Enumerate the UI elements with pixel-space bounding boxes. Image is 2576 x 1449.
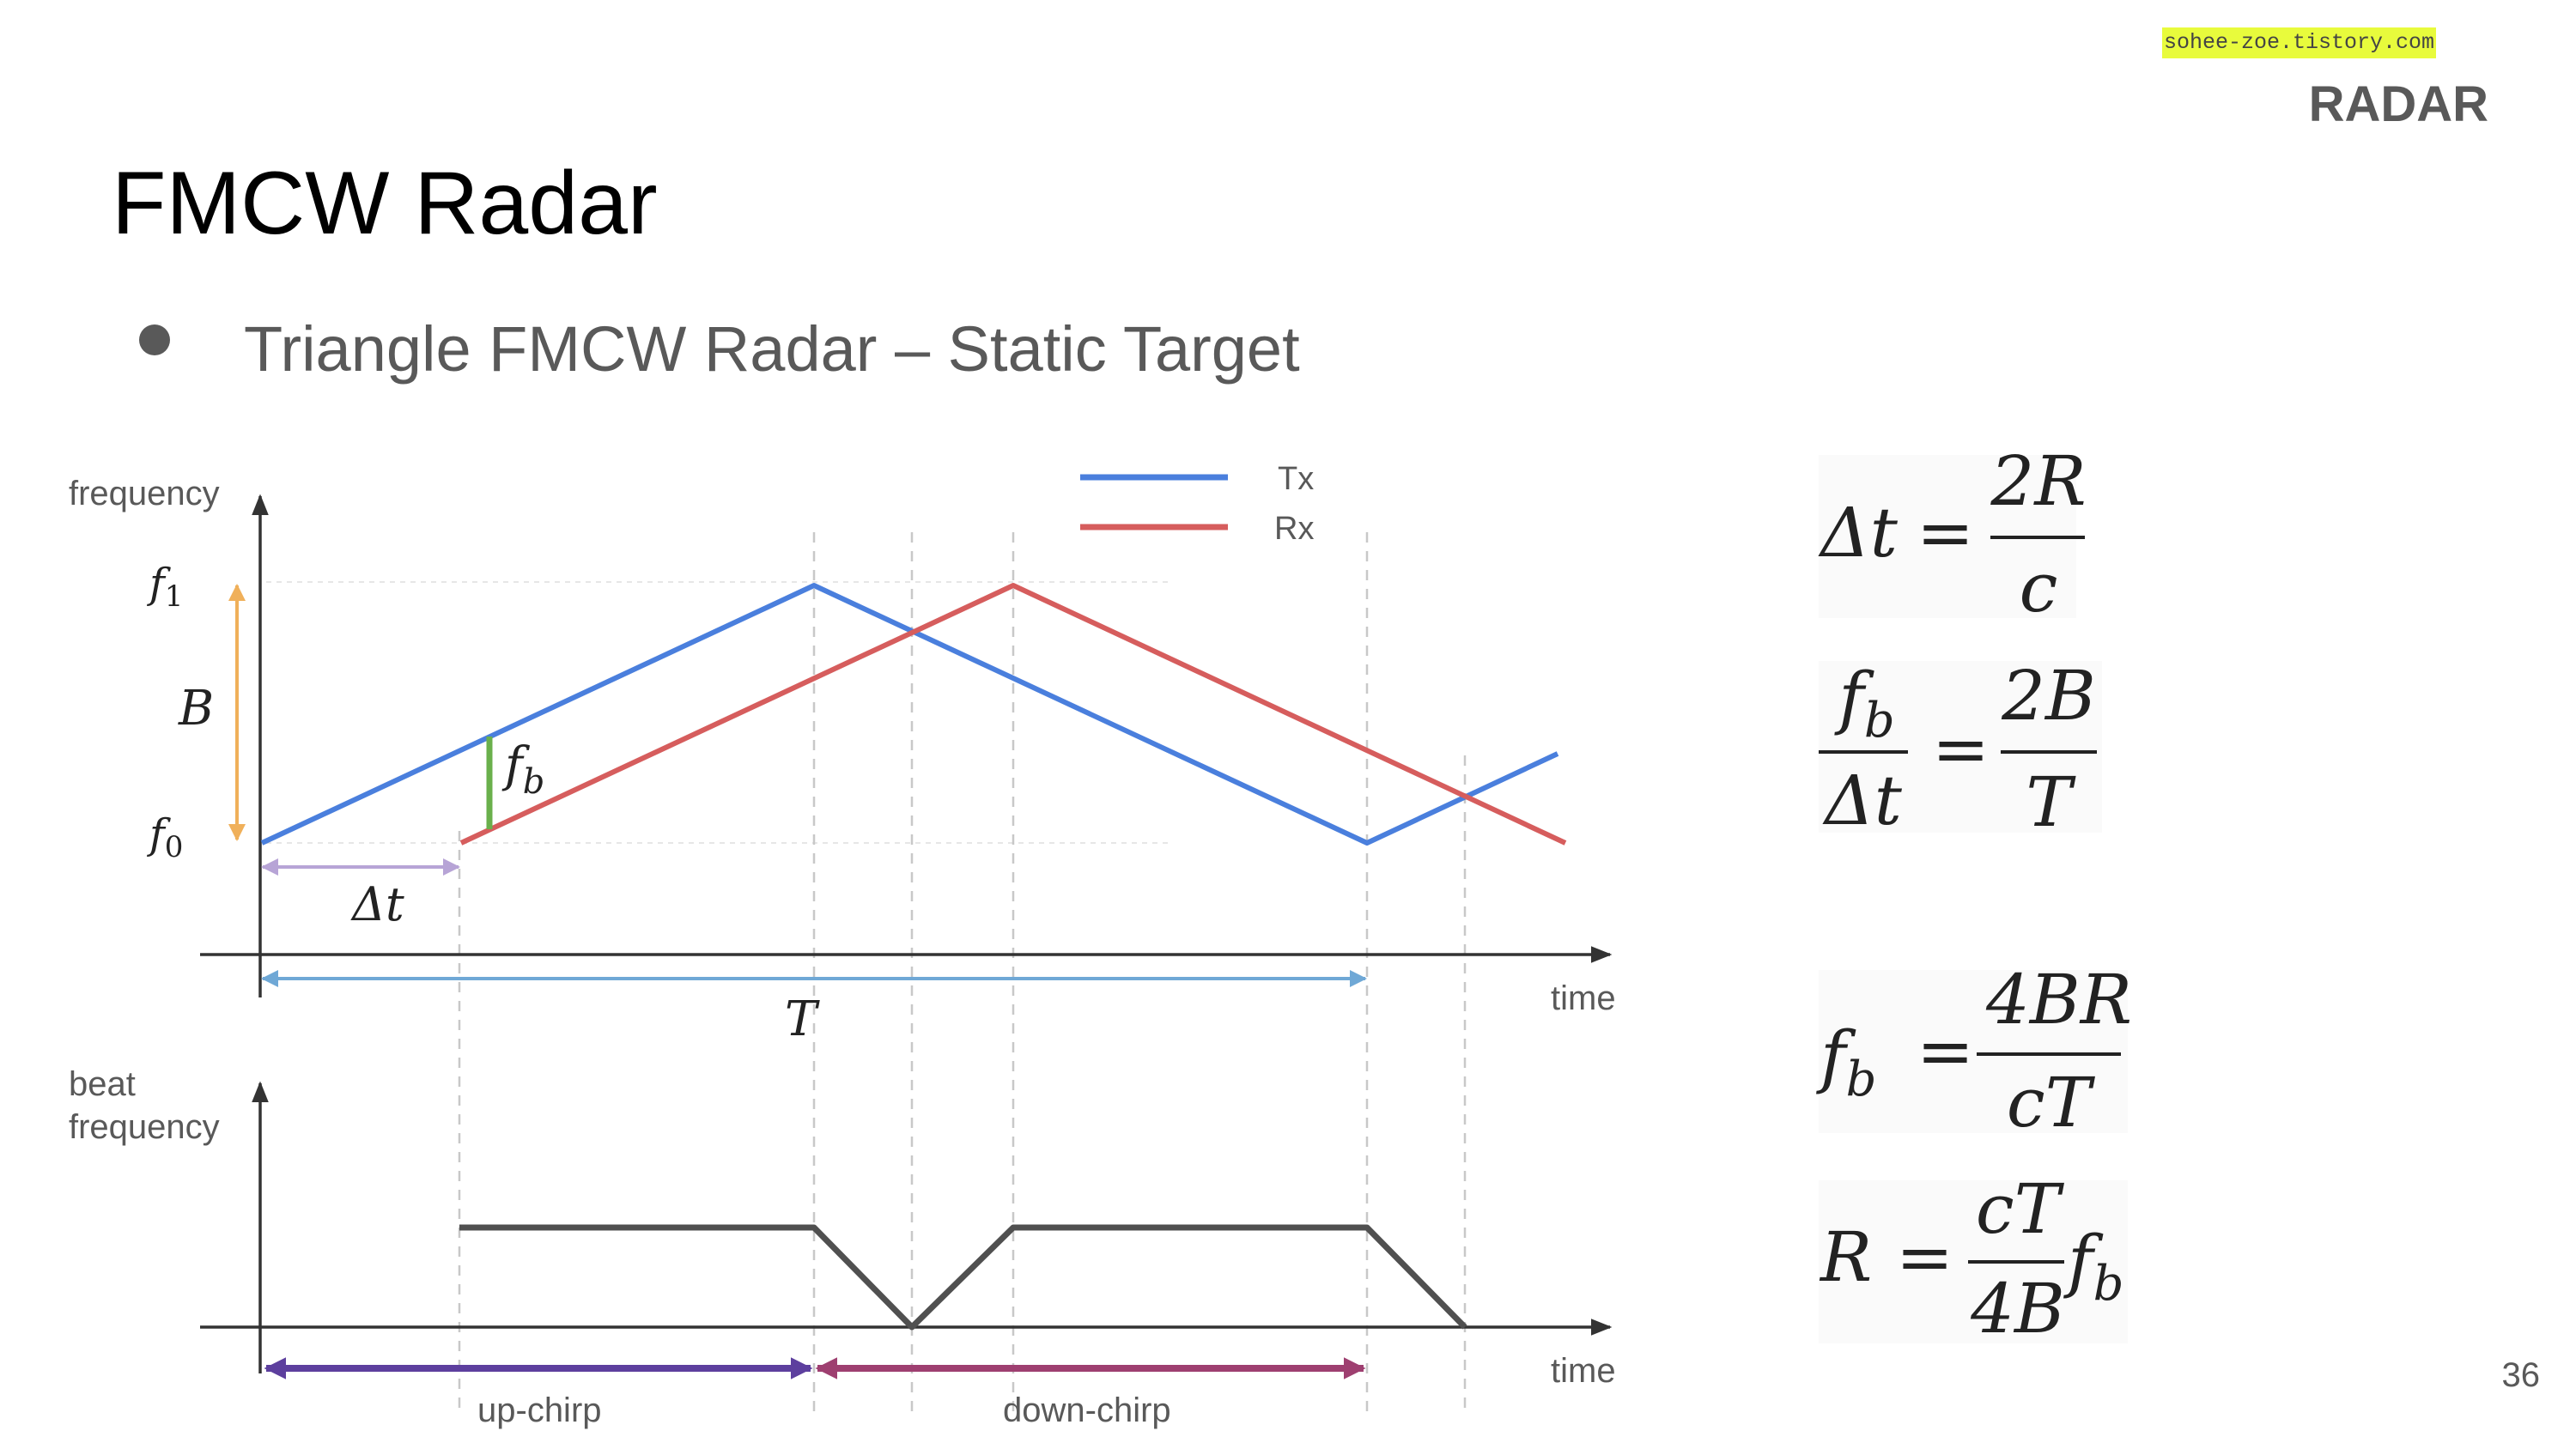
eq3-equals: = <box>1917 1011 1974 1091</box>
time-markers <box>458 532 1467 1416</box>
eq2-lhs-numerator: fb <box>1834 658 1894 749</box>
legend-rx-label: Rx <box>1274 511 1314 547</box>
bullet-text: Triangle FMCW Radar – Static Target <box>244 313 1300 385</box>
eq4-equals: = <box>1896 1217 1953 1297</box>
fb-label: fb <box>501 737 544 802</box>
f1-label: f1 <box>147 560 183 614</box>
eq3-denominator: cT <box>2007 1063 2096 1143</box>
eq3-numerator: 4BR <box>1985 960 2132 1040</box>
period-label: T <box>785 991 820 1047</box>
eq2-denominator: T <box>2026 762 2076 842</box>
equation-beat-frequency-bg <box>1819 970 2128 1133</box>
bandwidth-label: B <box>178 681 214 737</box>
eq2-equals: = <box>1932 709 1990 789</box>
beat-frequency-line <box>459 1224 1467 1331</box>
eq1-equals: = <box>1917 493 1974 573</box>
bottom-y-axis-label-line1: beat <box>69 1065 136 1103</box>
eq1-lhs: Δt <box>1818 493 1899 573</box>
page-number: 36 <box>2501 1356 2541 1394</box>
equation-range: R = cT 4B fb <box>1819 1169 2128 1349</box>
top-x-axis-label: time <box>1551 979 1616 1017</box>
eq4-denominator: 4B <box>1970 1269 2065 1349</box>
source-watermark: sohee-zoe.tistory.com <box>2162 27 2437 58</box>
tx-chirp-line <box>260 583 1559 846</box>
bottom-x-axis-label: time <box>1551 1352 1616 1390</box>
equation-slope-bg <box>1819 661 2102 833</box>
bullet-dot <box>139 324 170 355</box>
down-chirp-label: down-chirp <box>1003 1391 1171 1429</box>
equation-delay: Δt = 2R c <box>1818 441 2087 627</box>
rx-chirp-line <box>459 583 1567 846</box>
equation-slope: fb Δt = 2B T <box>1819 656 2102 842</box>
slide-title: FMCW Radar <box>112 154 658 253</box>
eq4-lhs: R <box>1819 1217 1872 1297</box>
bottom-y-axis-label-line2: frequency <box>69 1108 220 1146</box>
eq1-denominator: c <box>2020 548 2058 627</box>
delay-label: Δt <box>350 877 404 931</box>
eq2-numerator: 2B <box>2001 656 2096 736</box>
eq1-numerator: 2R <box>1990 441 2086 521</box>
f0-label: f0 <box>147 810 183 864</box>
eq4-numerator: cT <box>1976 1169 2065 1249</box>
equation-beat-frequency: fb = 4BR cT <box>1816 960 2132 1143</box>
top-y-axis-label: frequency <box>69 475 220 512</box>
legend-tx-label: Tx <box>1278 461 1314 497</box>
eq2-lhs-denominator: Δt <box>1822 761 1903 840</box>
section-label: RADAR <box>2308 76 2488 132</box>
up-chirp-label: up-chirp <box>477 1391 602 1429</box>
